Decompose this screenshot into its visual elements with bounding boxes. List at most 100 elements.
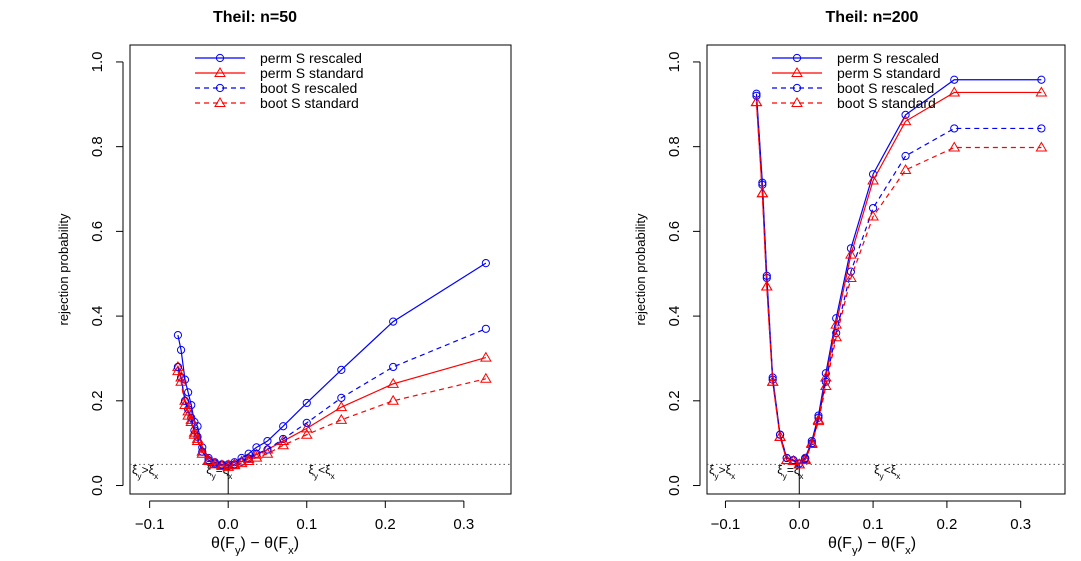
data-point — [812, 413, 825, 424]
chart-panel-2: Theil: n=200 −0.1 0.0 0.1 0.2 0.3 θ(Fy) − θ(Fx… — [633, 9, 1066, 557]
x-tick-label: −0.1 — [135, 516, 165, 533]
x-tick-label: 0.2 — [375, 516, 396, 533]
data-point — [846, 267, 856, 276]
data-point — [950, 75, 959, 84]
data-point — [901, 151, 910, 161]
data-point — [244, 454, 253, 463]
data-point — [950, 124, 959, 133]
data-point — [300, 422, 313, 433]
data-point — [899, 115, 912, 126]
data-point — [196, 447, 209, 458]
data-point — [780, 454, 793, 465]
legend-label: boot S rescaled — [260, 80, 357, 96]
data-point — [175, 375, 187, 386]
x-tick-label: 0.3 — [1010, 516, 1031, 533]
data-point — [302, 398, 311, 408]
legend-label: perm S standard — [260, 65, 364, 81]
x-tick-label: 0.0 — [789, 516, 810, 533]
data-point — [867, 210, 879, 221]
data-point — [948, 141, 961, 152]
data-point — [787, 454, 800, 465]
x-tick-label: 0.1 — [296, 516, 317, 533]
data-point — [819, 379, 832, 390]
data-point — [1035, 86, 1048, 97]
data-point — [191, 435, 204, 446]
data-point — [387, 394, 400, 405]
series-line-boot-s-standard — [177, 370, 487, 468]
x-axis-label: θ(Fy) − θ(Fx) — [828, 535, 916, 556]
data-point — [845, 271, 857, 282]
data-point — [302, 418, 311, 427]
y-axis-label: rejection probability — [633, 213, 648, 326]
region-annotation: ξy=ξx — [777, 463, 804, 481]
data-point — [387, 377, 400, 388]
data-point — [179, 399, 191, 410]
data-point — [235, 457, 248, 468]
legend-marker — [214, 67, 226, 77]
x-tick-label: 0.2 — [936, 516, 957, 533]
data-point — [182, 409, 195, 420]
y-axis-label: rejection probability — [56, 213, 71, 326]
data-point — [337, 393, 346, 402]
data-point — [244, 449, 253, 458]
data-point — [216, 460, 228, 471]
data-point — [202, 454, 215, 465]
data-point — [279, 434, 288, 444]
series-line-boot-s-rescaled — [755, 95, 1042, 465]
data-point — [756, 187, 769, 198]
data-point — [752, 91, 761, 100]
region-annotation: ξy>ξx — [709, 463, 736, 481]
y-tick-label: 1.0 — [89, 52, 106, 73]
data-point — [173, 331, 183, 340]
x-tick-label: 0.0 — [218, 516, 239, 533]
data-point — [250, 451, 263, 462]
x-tick-label: 0.3 — [453, 516, 474, 533]
data-point — [263, 445, 272, 454]
data-point — [172, 365, 184, 376]
series-line-perm-s-standard — [755, 91, 1042, 466]
legend-marker — [215, 53, 225, 63]
data-point — [242, 454, 255, 465]
chart-title: Theil: n=50 — [213, 9, 297, 26]
y-tick-label: 1.0 — [666, 52, 683, 73]
y-tick-label: 0.8 — [89, 136, 106, 157]
legend-marker — [791, 97, 803, 107]
y-tick-label: 0.6 — [89, 221, 106, 242]
y-tick-label: 0.2 — [89, 390, 106, 411]
legend-marker — [792, 83, 802, 93]
legend-marker — [792, 53, 802, 63]
data-point — [948, 86, 961, 97]
data-point — [173, 362, 183, 372]
legend-marker — [215, 83, 225, 93]
data-point — [180, 396, 190, 405]
x-tick-label: 0.1 — [863, 516, 884, 533]
legend-marker — [791, 67, 803, 77]
data-point — [479, 372, 492, 383]
data-point — [814, 413, 823, 422]
data-point — [1035, 141, 1048, 152]
legend-label: perm S rescaled — [260, 50, 362, 66]
data-point — [867, 174, 879, 185]
data-point — [1037, 124, 1046, 133]
data-point — [208, 458, 221, 469]
data-point — [766, 375, 779, 386]
plot-frame — [129, 44, 512, 495]
legend-marker — [214, 97, 226, 107]
region-annotation: ξy<ξx — [309, 463, 336, 481]
data-point — [279, 422, 288, 431]
data-point — [830, 331, 843, 342]
series-line-boot-s-rescaled — [177, 328, 487, 467]
data-point — [481, 324, 490, 333]
data-point — [277, 435, 290, 446]
data-point — [899, 163, 912, 174]
series-line-perm-s-rescaled — [177, 262, 487, 465]
data-point — [261, 447, 274, 458]
chart-panel-1: Theil: n=50 −0.1 0.0 0.1 0.2 0.3 θ(Fy) − θ(Fx)… — [56, 9, 512, 557]
data-point — [228, 459, 241, 470]
data-point — [845, 248, 857, 259]
data-point — [188, 428, 201, 439]
data-point — [760, 280, 773, 291]
